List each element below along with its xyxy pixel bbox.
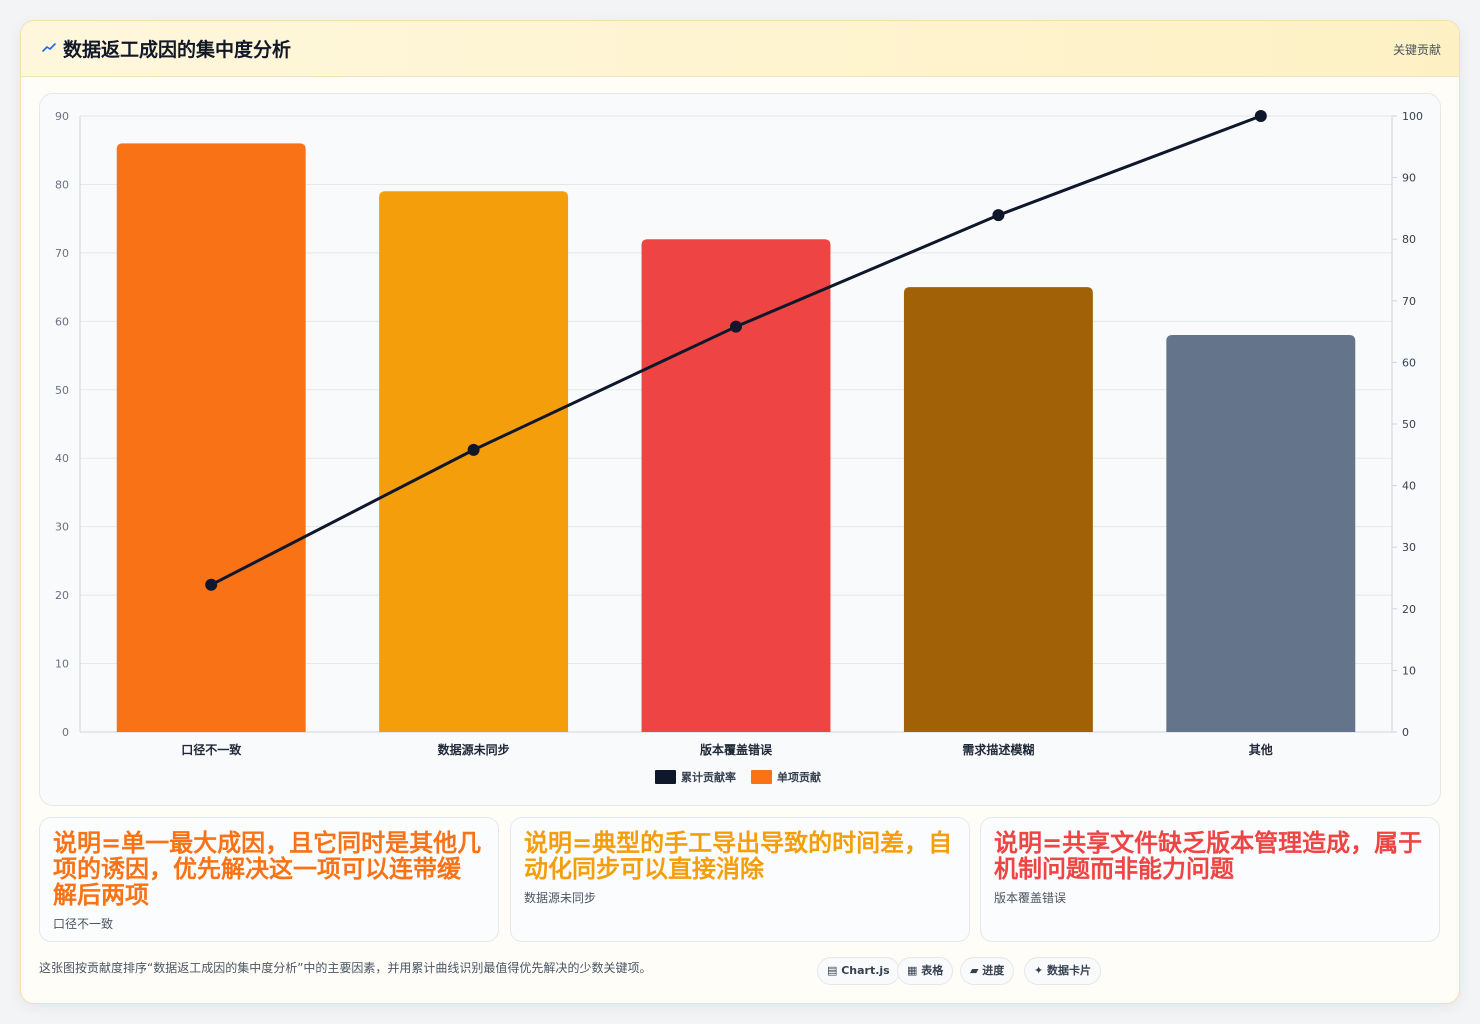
legend-swatch <box>751 770 772 784</box>
note-text: 说明=典型的手工导出导致的时间差，自动化同步可以直接消除 <box>524 829 953 883</box>
y-tick-label: 50 <box>55 384 69 397</box>
data-card-button[interactable]: ✦ 数据卡片 <box>1024 957 1102 985</box>
bar <box>641 239 831 732</box>
y2-tick-label: 70 <box>1402 295 1416 308</box>
y2-tick-label: 60 <box>1402 356 1416 369</box>
line-point <box>992 209 1005 222</box>
note-card: 说明=典型的手工导出导致的时间差，自动化同步可以直接消除 数据源未同步 <box>510 817 970 942</box>
bar <box>1166 335 1356 732</box>
x-tick-label: 口径不一致 <box>181 742 242 757</box>
legend-label: 累计贡献率 <box>681 770 736 784</box>
table-button[interactable]: ▦ 表格 <box>897 957 954 985</box>
y2-tick-label: 10 <box>1402 664 1416 677</box>
line-point <box>467 443 480 456</box>
chart-description: 这张图按贡献度排序“数据返工成因的集中度分析”中的主要因素，并用累计曲线识别最值… <box>39 961 652 975</box>
y2-tick-label: 30 <box>1402 541 1416 554</box>
y2-tick-label: 20 <box>1402 603 1416 616</box>
line-point <box>205 578 218 591</box>
y2-tick-label: 0 <box>1402 726 1409 739</box>
y2-tick-label: 40 <box>1402 480 1416 493</box>
header-badge: 关键贡献 <box>1392 43 1441 57</box>
y2-tick-label: 100 <box>1402 110 1423 123</box>
x-tick-label: 版本覆盖错误 <box>700 742 773 757</box>
y-tick-label: 20 <box>55 589 69 602</box>
y2-tick-label: 80 <box>1402 233 1416 246</box>
chart-container: 0 10 20 30 40 50 60 70 80 90 0 10 20 30 40 50 60 70 80 90 10… <box>39 93 1441 806</box>
note-label: 数据源未同步 <box>524 891 597 905</box>
bar <box>379 191 569 732</box>
y2-tick-label: 90 <box>1402 172 1416 185</box>
x-tick-label: 需求描述模糊 <box>962 742 1034 757</box>
legend-swatch <box>655 770 676 784</box>
y-tick-label: 0 <box>62 726 69 739</box>
chart-card: 数据返工成因的集中度分析 关键贡献 0 10 20 30 40 50 60 70 80 90 0 10… <box>20 20 1460 1004</box>
y-tick-label: 70 <box>55 247 69 260</box>
trend-icon <box>42 43 56 52</box>
x-tick-label: 其他 <box>1249 742 1273 757</box>
y-tick-label: 80 <box>55 178 69 191</box>
note-label: 版本覆盖错误 <box>994 891 1067 905</box>
note-text: 说明=单一最大成因，且它同时是其他几项的诱因，优先解决这一项可以连带缓解后两项 <box>53 829 482 909</box>
page-title: 数据返工成因的集中度分析 <box>63 39 292 61</box>
y2-tick-label: 50 <box>1402 418 1416 431</box>
legend-label: 单项贡献 <box>777 770 821 784</box>
notes-row: 说明=单一最大成因，且它同时是其他几项的诱因，优先解决这一项可以连带缓解后两项 … <box>39 817 1441 942</box>
line-point <box>1254 110 1267 122</box>
y-tick-label: 60 <box>55 315 69 328</box>
card-header: 数据返工成因的集中度分析 关键贡献 <box>21 21 1459 77</box>
note-label: 口径不一致 <box>53 917 114 931</box>
y-tick-label: 40 <box>55 452 69 465</box>
y-tick-label: 30 <box>55 521 69 534</box>
chartjs-button[interactable]: ▤ Chart.js <box>817 957 900 985</box>
note-text: 说明=共享文件缺乏版本管理造成，属于机制问题而非能力问题 <box>994 829 1423 883</box>
progress-button[interactable]: ▰ 进度 <box>960 957 1015 985</box>
bar <box>116 143 306 732</box>
pareto-chart: 0 10 20 30 40 50 60 70 80 90 0 10 20 30 40 50 60 70 80 90 10… <box>55 110 1423 784</box>
line-point <box>730 320 742 333</box>
y-tick-label: 10 <box>55 658 69 671</box>
x-tick-label: 数据源未同步 <box>438 742 510 757</box>
bar <box>903 287 1093 732</box>
note-card: 说明=单一最大成因，且它同时是其他几项的诱因，优先解决这一项可以连带缓解后两项 … <box>39 817 499 942</box>
y-tick-label: 90 <box>55 110 69 123</box>
note-card: 说明=共享文件缺乏版本管理造成，属于机制问题而非能力问题 版本覆盖错误 <box>980 817 1440 942</box>
